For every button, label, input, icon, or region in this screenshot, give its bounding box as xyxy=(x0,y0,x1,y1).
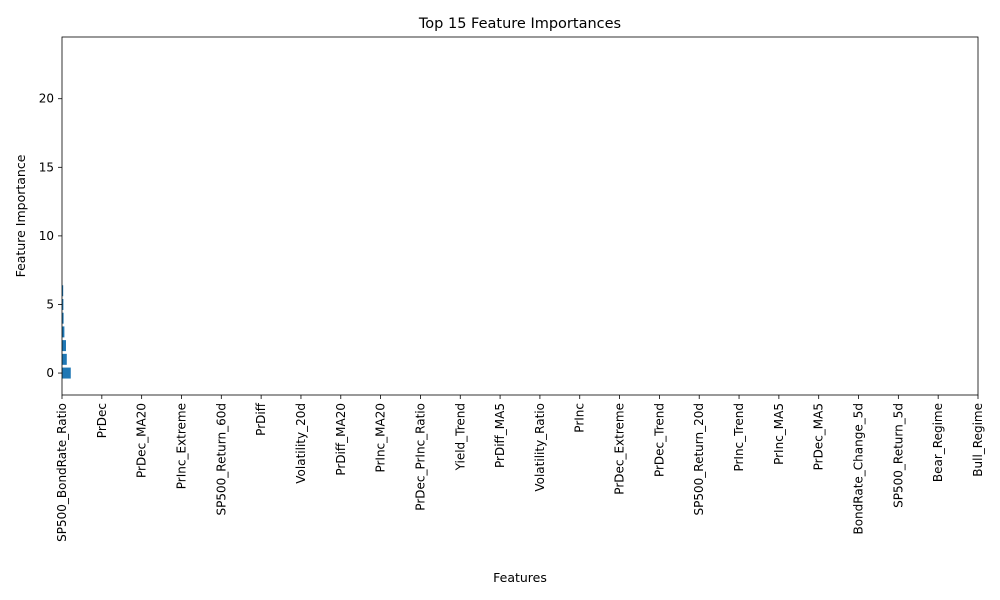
y-tick-label-3: 15 xyxy=(39,160,54,174)
bar-0 xyxy=(62,367,71,379)
x-tick-label-9: PrDec_PrInc_Ratio xyxy=(413,403,427,511)
x-tick-label-0: SP500_BondRate_Ratio xyxy=(55,403,69,542)
x-axis-label: Features xyxy=(493,570,547,585)
x-tick-label-8: PrInc_MA20 xyxy=(374,403,388,473)
x-tick-label-3: PrInc_Extreme xyxy=(174,403,188,489)
y-tick-label-1: 5 xyxy=(46,297,54,311)
x-tick-label-22: Bear_Regime xyxy=(931,403,945,482)
x-tick-label-2: PrDec_MA20 xyxy=(135,403,149,478)
y-axis-label: Feature Importance xyxy=(13,154,28,277)
y-tick-label-4: 20 xyxy=(39,92,54,106)
chart-title: Top 15 Feature Importances xyxy=(418,16,621,32)
x-tick-label-4: SP500_Return_60d xyxy=(214,403,228,515)
bar-2 xyxy=(62,340,66,352)
x-tick-label-12: Volatility_Ratio xyxy=(533,403,547,492)
bar-1 xyxy=(62,353,67,365)
x-tick-label-23: Bull_Regime xyxy=(971,403,985,477)
x-tick-label-17: PrInc_Trend xyxy=(732,403,746,472)
x-tick-label-13: PrInc xyxy=(573,403,587,433)
bar-6 xyxy=(62,285,64,297)
x-tick-label-10: Yield_Trend xyxy=(453,403,467,471)
x-tick-label-16: SP500_Return_20d xyxy=(692,403,706,515)
x-tick-label-21: SP500_Return_5d xyxy=(891,403,905,508)
bar-4 xyxy=(62,312,64,324)
y-tick-label-0: 0 xyxy=(46,366,54,380)
y-tick-label-2: 10 xyxy=(39,229,54,243)
x-tick-label-6: Volatility_20d xyxy=(294,403,308,484)
bar-5 xyxy=(62,298,64,310)
x-tick-label-15: PrDec_Trend xyxy=(652,403,666,477)
bar-3 xyxy=(62,326,65,338)
x-tick-label-7: PrDiff_MA20 xyxy=(334,403,348,476)
x-tick-label-11: PrDiff_MA5 xyxy=(493,403,507,468)
x-tick-label-1: PrDec xyxy=(95,403,109,438)
x-tick-label-5: PrDiff xyxy=(254,402,268,436)
x-tick-label-20: BondRate_Change_5d xyxy=(852,403,866,535)
x-tick-label-19: PrDec_MA5 xyxy=(812,403,826,470)
x-tick-label-14: PrDec_Extreme xyxy=(613,403,627,495)
plot-area: 0 5 10 15 20 SP500_BondRate_Ratio PrDec PrDec_M… xyxy=(39,36,985,542)
x-tick-label-18: PrInc_MA5 xyxy=(772,403,786,465)
plot-frame xyxy=(61,36,979,396)
